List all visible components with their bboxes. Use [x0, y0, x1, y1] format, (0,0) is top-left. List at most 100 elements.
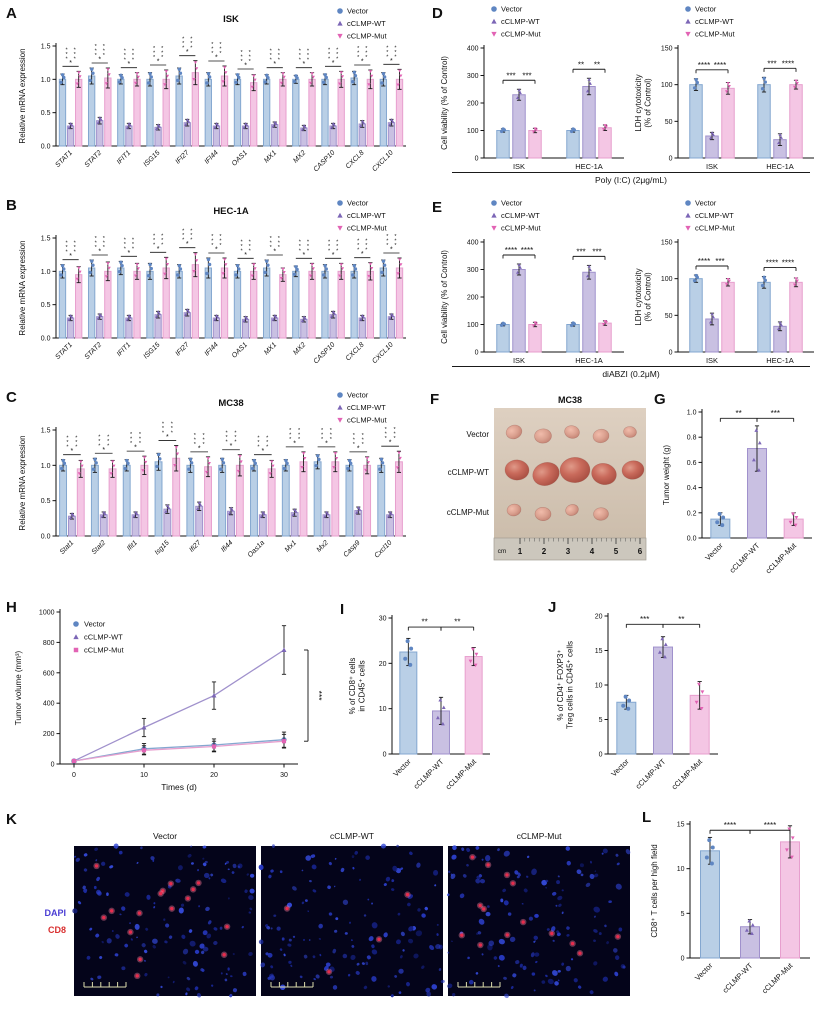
svg-text:*: *: [234, 435, 237, 441]
svg-text:*: *: [353, 442, 356, 448]
svg-text:Cell viability (% of Control): Cell viability (% of Control): [440, 250, 449, 344]
svg-text:*: *: [226, 431, 229, 437]
svg-text:*: *: [385, 436, 388, 442]
svg-text:*: *: [75, 440, 78, 446]
svg-text:*: *: [266, 440, 269, 446]
svg-text:*: *: [353, 437, 356, 443]
svg-text:*: *: [171, 431, 174, 437]
svg-text:*: *: [124, 242, 127, 248]
svg-text:*: *: [107, 439, 110, 445]
svg-text:****: ****: [505, 246, 517, 255]
svg-text:*: *: [270, 236, 273, 242]
svg-text:****: ****: [782, 59, 794, 68]
chart-mc38-mrna: 0.0 0.5 1.0 1.5 Relative mRNA expression MC38…: [16, 388, 420, 584]
svg-text:*: *: [299, 239, 302, 245]
svg-text:CD8: CD8: [48, 925, 66, 935]
svg-text:*: *: [386, 239, 389, 245]
svg-text:*: *: [194, 437, 197, 443]
svg-text:*: *: [321, 428, 324, 434]
svg-text:*: *: [132, 237, 135, 243]
svg-text:cCLMP-Mut: cCLMP-Mut: [670, 756, 705, 791]
svg-text:*: *: [182, 238, 185, 244]
svg-text:Ifit1: Ifit1: [126, 539, 139, 552]
svg-text:200: 200: [467, 295, 479, 302]
svg-text:0.0: 0.0: [687, 536, 697, 543]
svg-text:*: *: [74, 56, 77, 62]
svg-text:*: *: [161, 238, 164, 244]
svg-text:*: *: [186, 241, 189, 248]
svg-text:0.2: 0.2: [687, 510, 697, 517]
panel-letter-k: K: [6, 811, 17, 828]
svg-text:*: *: [357, 55, 360, 61]
svg-text:4: 4: [590, 547, 595, 556]
svg-text:*: *: [124, 58, 127, 64]
svg-text:*: *: [270, 241, 273, 247]
svg-text:*: *: [139, 432, 142, 438]
svg-text:*: *: [332, 60, 335, 67]
svg-text:*: *: [124, 246, 127, 252]
svg-text:DAPI: DAPI: [44, 908, 66, 918]
svg-text:*: *: [361, 59, 364, 66]
svg-text:Isg15: Isg15: [154, 539, 171, 556]
svg-text:cCLMP-Mut: cCLMP-Mut: [695, 224, 736, 233]
svg-text:*: *: [162, 426, 165, 432]
svg-text:0: 0: [669, 156, 673, 163]
chart-tumor-volume: 0 200 400 600 800 1000 Tumor volume (mm³) 0 10 20…: [12, 598, 334, 802]
svg-text:*: *: [393, 427, 396, 433]
svg-text:HEC-1A: HEC-1A: [213, 206, 249, 217]
svg-text:*: *: [103, 236, 106, 242]
svg-text:*: *: [261, 448, 264, 455]
svg-text:*: *: [103, 53, 106, 59]
svg-text:*: *: [153, 242, 156, 248]
svg-text:*: *: [153, 233, 156, 239]
svg-text:*: *: [134, 445, 137, 452]
svg-text:*: *: [132, 242, 135, 248]
svg-text:*: *: [307, 58, 310, 64]
svg-text:*: *: [65, 47, 68, 53]
svg-text:*: *: [240, 59, 243, 65]
svg-text:*: *: [336, 244, 339, 250]
svg-text:*: *: [153, 238, 156, 244]
svg-text:*: *: [365, 51, 368, 57]
svg-text:*: *: [270, 53, 273, 59]
svg-text:*: *: [130, 437, 133, 443]
chart-cd8-percent-svg: 0 10 20 30 % of CD8⁺ cells in CD45⁺ cells Vect…: [348, 615, 490, 791]
svg-text:*: *: [249, 244, 252, 250]
svg-text:*: *: [95, 53, 98, 59]
svg-text:*: *: [386, 243, 389, 249]
svg-text:HEC-1A: HEC-1A: [575, 162, 603, 171]
svg-text:*: *: [171, 426, 174, 432]
svg-text:15: 15: [677, 822, 685, 829]
svg-text:CASP10: CASP10: [313, 149, 337, 173]
svg-text:Relative mRNA expression: Relative mRNA expression: [18, 435, 27, 530]
svg-text:*: *: [325, 440, 328, 447]
svg-text:*: *: [289, 437, 292, 443]
svg-text:*: *: [336, 52, 339, 58]
svg-text:*: *: [394, 239, 397, 245]
svg-text:Cxcl10: Cxcl10: [373, 539, 393, 559]
svg-text:*: *: [307, 49, 310, 55]
svg-text:*: *: [74, 47, 77, 53]
svg-text:*: *: [190, 41, 193, 47]
svg-text:***: ***: [771, 409, 780, 418]
svg-text:*: *: [390, 58, 393, 65]
panel-letter-l: L: [642, 809, 652, 826]
svg-text:30: 30: [379, 616, 387, 623]
svg-text:CASP10: CASP10: [313, 341, 337, 365]
svg-text:MC38: MC38: [218, 398, 243, 409]
svg-text:*: *: [336, 47, 339, 53]
svg-text:*: *: [182, 37, 185, 43]
svg-text:****: ****: [724, 821, 736, 830]
svg-text:(% of Control): (% of Control): [644, 272, 653, 322]
svg-text:*: *: [153, 51, 156, 57]
svg-text:Vector: Vector: [84, 620, 106, 629]
svg-text:*: *: [124, 49, 127, 55]
svg-text:*: *: [328, 47, 331, 53]
svg-text:*: *: [328, 56, 331, 62]
svg-text:MX1: MX1: [263, 149, 278, 164]
svg-text:cCLMP-Mut: cCLMP-Mut: [347, 32, 388, 41]
svg-text:Vector: Vector: [693, 961, 715, 983]
svg-text:**: **: [678, 615, 684, 624]
svg-text:cCLMP-Mut: cCLMP-Mut: [695, 30, 736, 39]
svg-text:*: *: [361, 251, 364, 258]
